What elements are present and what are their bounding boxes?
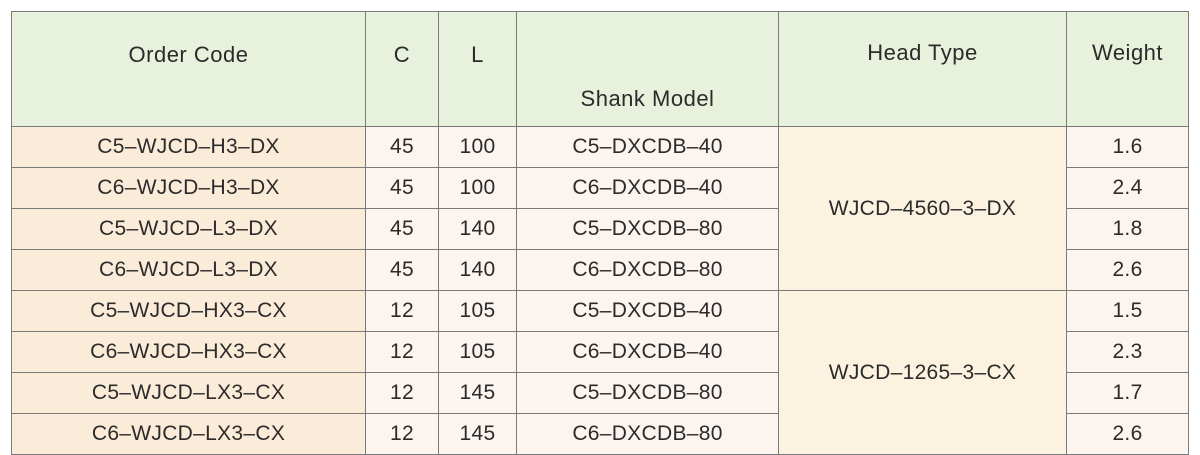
head-type-cell: WJCD–4560–3–DX bbox=[778, 126, 1067, 291]
table-row: C6–WJCD–HX3–CX 12 105 C6–DXCDB–40 2.3 bbox=[11, 331, 1189, 373]
c-cell: 45 bbox=[365, 167, 439, 209]
shank-model-cell: C6–DXCDB–80 bbox=[516, 413, 779, 455]
table-row: C5–WJCD–LX3–CX 12 145 C5–DXCDB–80 1.7 bbox=[11, 372, 1189, 414]
weight-cell: 2.3 bbox=[1066, 331, 1189, 373]
shank-model-cell: C6–DXCDB–40 bbox=[516, 331, 779, 373]
weight-cell: 1.7 bbox=[1066, 372, 1189, 414]
shank-model-cell: C5–DXCDB–40 bbox=[516, 126, 779, 168]
order-code-cell: C5–WJCD–H3–DX bbox=[11, 126, 366, 168]
l-cell: 140 bbox=[438, 249, 517, 291]
c-cell: 12 bbox=[365, 290, 439, 332]
c-cell: 12 bbox=[365, 331, 439, 373]
head-type-cell: WJCD–1265–3–CX bbox=[778, 290, 1067, 455]
header-l: L bbox=[438, 11, 517, 127]
c-cell: 12 bbox=[365, 372, 439, 414]
header-shank-model: Shank Model bbox=[516, 11, 779, 127]
order-code-cell: C6–WJCD–LX3–CX bbox=[11, 413, 366, 455]
l-cell: 145 bbox=[438, 372, 517, 414]
table-row: C5–WJCD–H3–DX 45 100 C5–DXCDB–40 WJCD–45… bbox=[11, 126, 1189, 291]
weight-cell: 1.8 bbox=[1066, 208, 1189, 250]
order-code-cell: C5–WJCD–L3–DX bbox=[11, 208, 366, 250]
shank-model-cell: C5–DXCDB–80 bbox=[516, 372, 779, 414]
header-order-code: Order Code bbox=[11, 11, 366, 127]
c-cell: 45 bbox=[365, 249, 439, 291]
table-row: C5–WJCD–HX3–CX 12 105 C5–DXCDB–40 WJCD–1… bbox=[11, 290, 1189, 455]
order-code-cell: C5–WJCD–LX3–CX bbox=[11, 372, 366, 414]
table-row: C6–WJCD–L3–DX 45 140 C6–DXCDB–80 2.6 bbox=[11, 249, 1189, 291]
shank-model-cell: C5–DXCDB–80 bbox=[516, 208, 779, 250]
header-c: C bbox=[365, 11, 439, 127]
c-cell: 12 bbox=[365, 413, 439, 455]
table-row: C6–WJCD–H3–DX 45 100 C6–DXCDB–40 2.4 bbox=[11, 167, 1189, 209]
shank-model-cell: C6–DXCDB–40 bbox=[516, 167, 779, 209]
l-cell: 105 bbox=[438, 331, 517, 373]
order-code-cell: C6–WJCD–H3–DX bbox=[11, 167, 366, 209]
table-row: C5–WJCD–L3–DX 45 140 C5–DXCDB–80 1.8 bbox=[11, 208, 1189, 250]
l-cell: 145 bbox=[438, 413, 517, 455]
weight-cell: 2.6 bbox=[1066, 249, 1189, 291]
l-cell: 100 bbox=[438, 167, 517, 209]
l-cell: 105 bbox=[438, 290, 517, 332]
product-spec-table: Order Code C L Shank Model Head Type Wei… bbox=[11, 11, 1189, 455]
weight-cell: 1.6 bbox=[1066, 126, 1189, 168]
c-cell: 45 bbox=[365, 208, 439, 250]
c-cell: 45 bbox=[365, 126, 439, 168]
l-cell: 140 bbox=[438, 208, 517, 250]
weight-cell: 1.5 bbox=[1066, 290, 1189, 332]
shank-model-cell: C6–DXCDB–80 bbox=[516, 249, 779, 291]
l-cell: 100 bbox=[438, 126, 517, 168]
order-code-cell: C6–WJCD–L3–DX bbox=[11, 249, 366, 291]
table-header-row: Order Code C L Shank Model Head Type Wei… bbox=[11, 11, 1189, 127]
order-code-cell: C5–WJCD–HX3–CX bbox=[11, 290, 366, 332]
header-head-type: Head Type bbox=[778, 11, 1067, 127]
weight-cell: 2.4 bbox=[1066, 167, 1189, 209]
shank-model-cell: C5–DXCDB–40 bbox=[516, 290, 779, 332]
order-code-cell: C6–WJCD–HX3–CX bbox=[11, 331, 366, 373]
header-weight: Weight bbox=[1066, 11, 1189, 127]
weight-cell: 2.6 bbox=[1066, 413, 1189, 455]
